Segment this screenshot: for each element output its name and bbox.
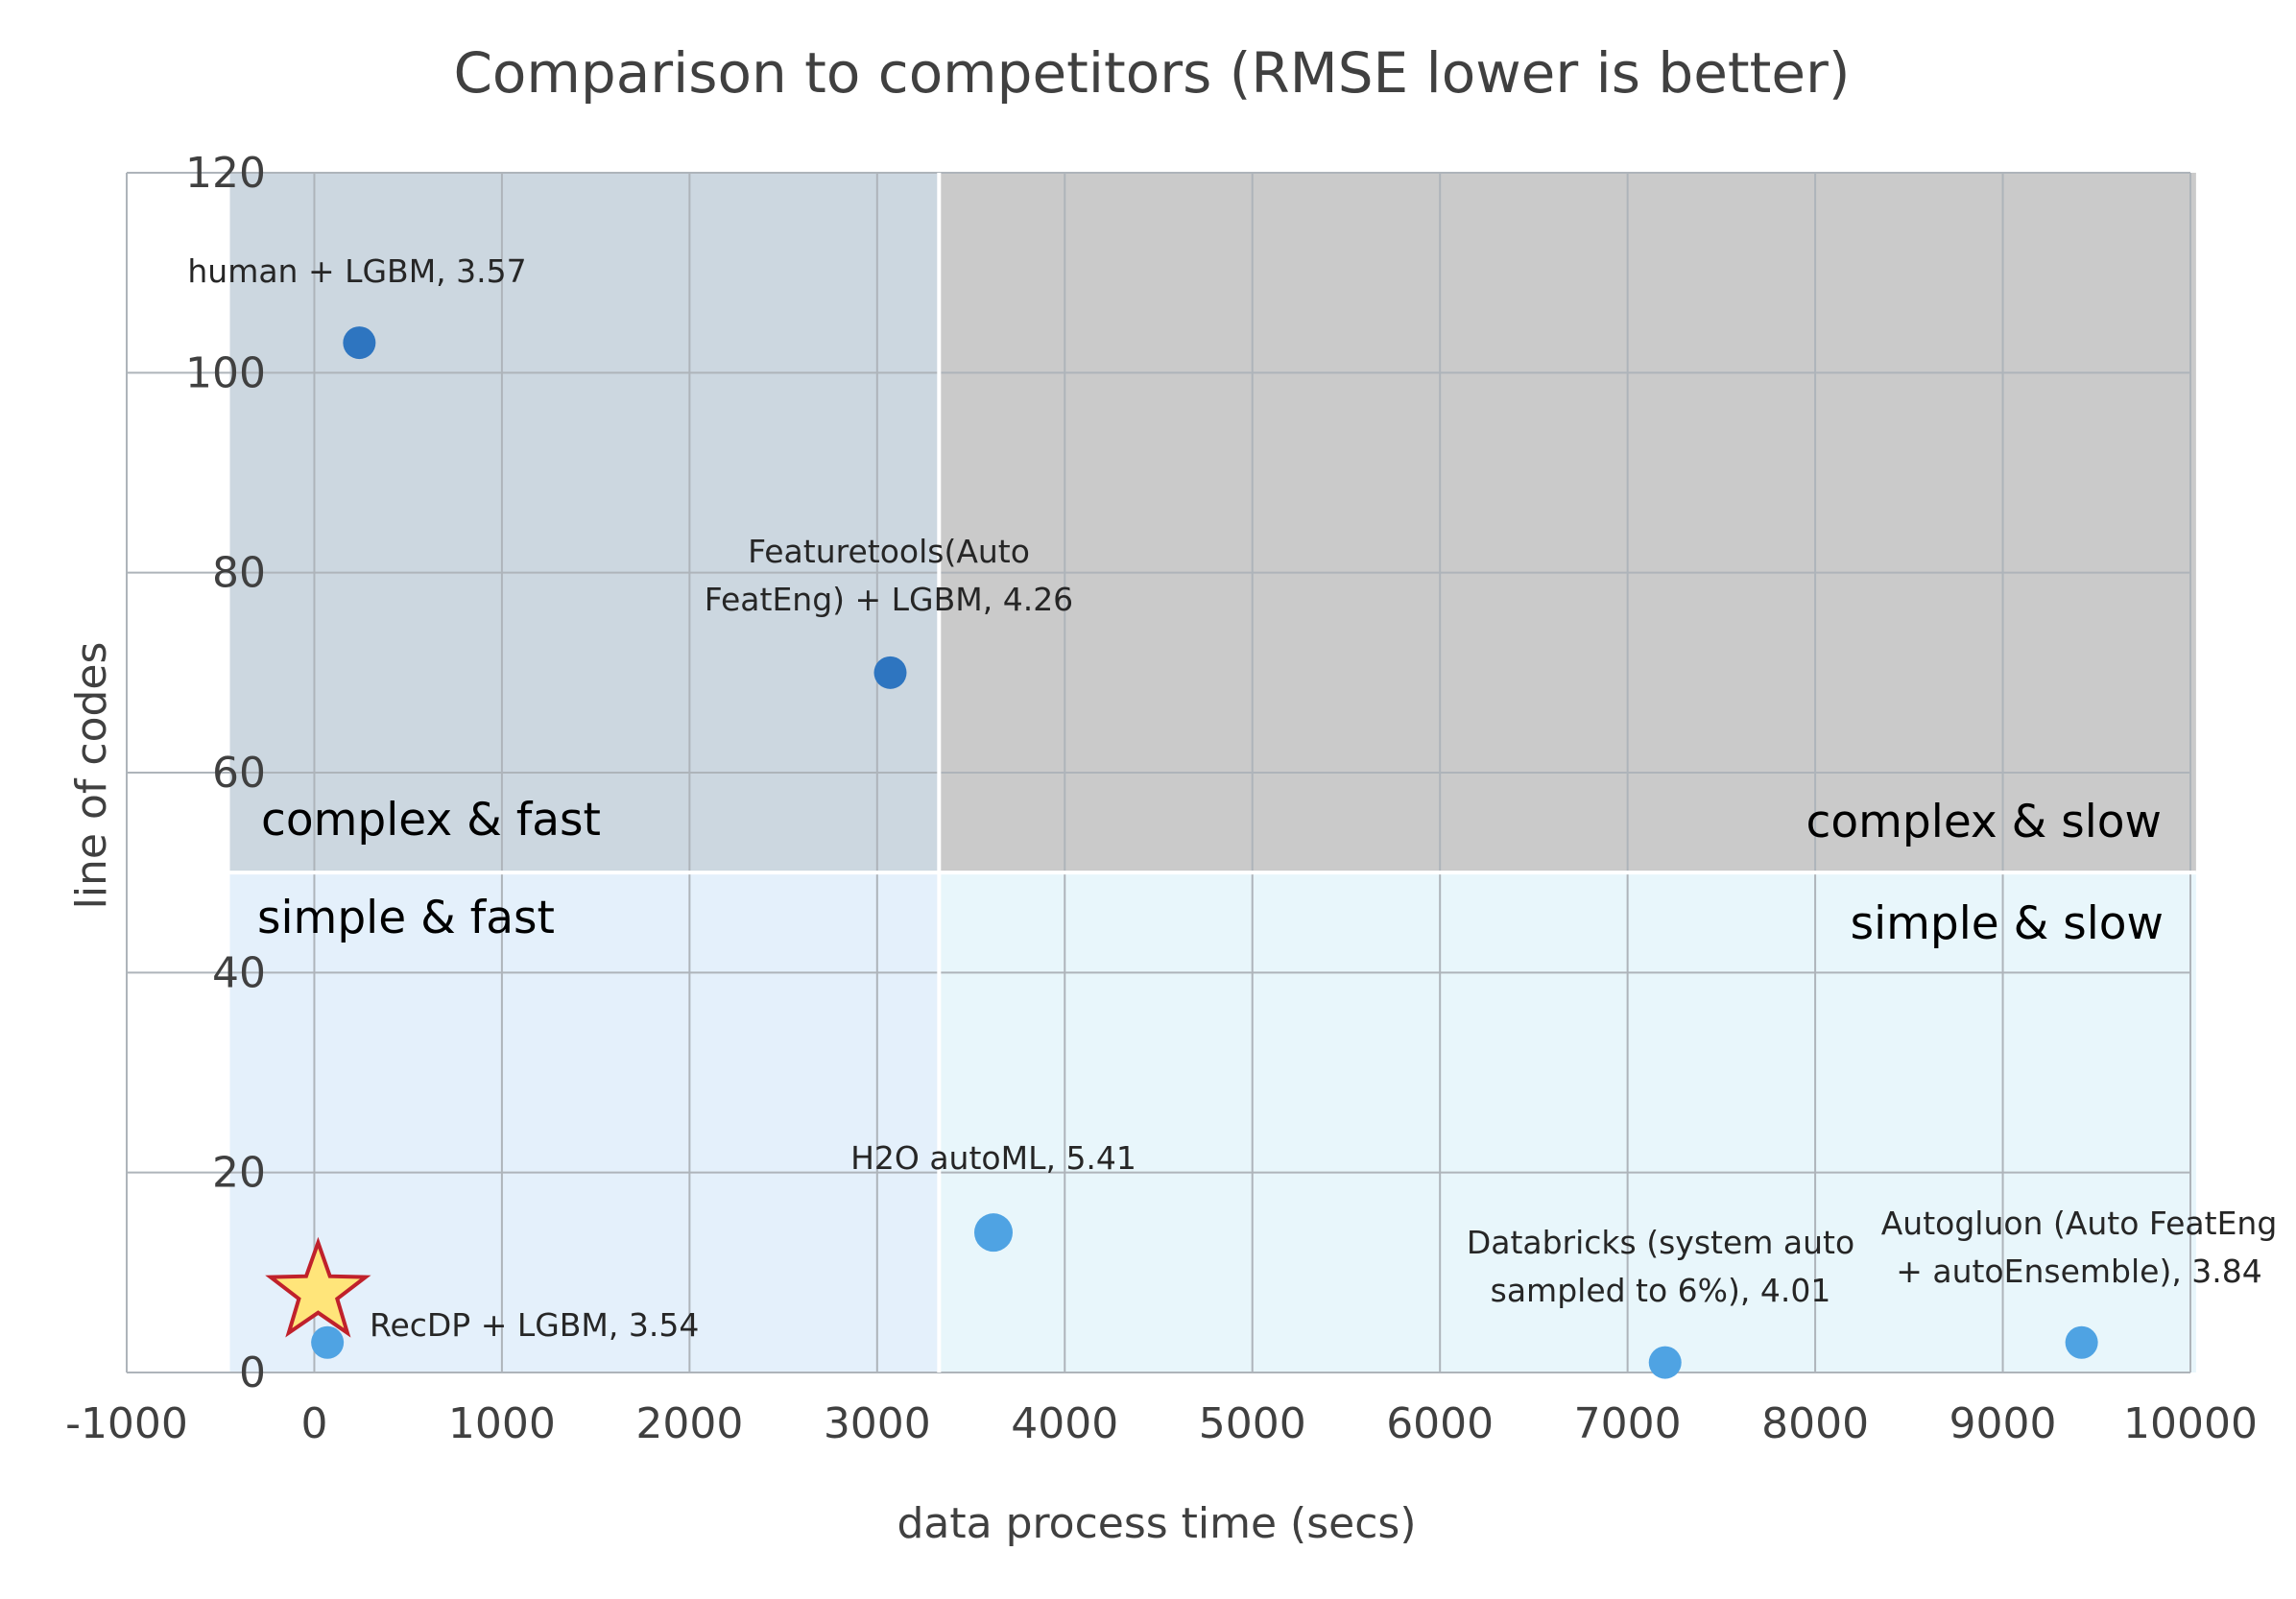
point-human-lgbm <box>343 326 376 360</box>
x-tick-label: 3000 <box>824 1399 931 1448</box>
y-tick-label: 80 <box>212 549 266 598</box>
data-label-h2o-automl: H2O autoML, 5.41 <box>850 1139 1136 1177</box>
point-databricks <box>1648 1346 1682 1379</box>
x-tick-label: 4000 <box>1011 1399 1118 1448</box>
gridlines <box>126 172 2196 1373</box>
x-tick-label: 8000 <box>1761 1399 1869 1448</box>
y-tick-label: 20 <box>212 1149 266 1198</box>
data-label-human-lgbm: human + LGBM, 3.57 <box>187 252 526 290</box>
point-autogluon <box>2065 1325 2098 1359</box>
quadrant-label-simple-slow: simple & slow <box>1851 897 2164 950</box>
quadrant-simple-slow <box>939 872 2196 1372</box>
x-tick-label: 1000 <box>448 1399 556 1448</box>
data-label-line: human + LGBM, 3.57 <box>187 252 526 290</box>
x-tick-label: 6000 <box>1386 1399 1494 1448</box>
chart-title: Comparison to competitors (RMSE lower is… <box>453 40 1850 106</box>
x-tick-label: 0 <box>300 1399 327 1448</box>
quadrant-backgrounds <box>229 173 2196 1372</box>
data-label-line: FeatEng) + LGBM, 4.26 <box>705 581 1073 618</box>
y-tick-label: 120 <box>185 149 266 198</box>
data-label-databricks: Databricks (system auto sampled to 6%), 4… <box>1467 1224 1854 1309</box>
x-tick-label: 5000 <box>1199 1399 1306 1448</box>
y-axis-label: line of codes <box>67 642 116 910</box>
x-tick-label: -1000 <box>65 1399 188 1448</box>
data-points <box>265 326 2098 1379</box>
y-tick-label: 60 <box>212 749 266 798</box>
y-tick-label: 0 <box>239 1348 266 1397</box>
point-h2o-automl <box>974 1213 1013 1253</box>
data-label-line: RecDP + LGBM, 3.54 <box>370 1306 699 1344</box>
point-featuretools-lgbm <box>873 656 907 689</box>
x-tick-label: 9000 <box>1949 1399 2057 1448</box>
quadrant-labels: complex & fast complex & slow simple & fas… <box>257 794 2164 950</box>
data-label-featuretools-lgbm: Featuretools(Auto FeatEng) + LGBM, 4.26 <box>705 533 1073 618</box>
point-recdp-lgbm <box>311 1325 345 1359</box>
x-tick-label: 2000 <box>635 1399 743 1448</box>
data-label-recdp-lgbm: RecDP + LGBM, 3.54 <box>370 1306 699 1344</box>
quadrant-label-simple-fast: simple & fast <box>257 892 555 944</box>
quadrant-complex-slow <box>939 173 2196 873</box>
x-axis-label: data process time (secs) <box>897 1499 1417 1548</box>
data-label-line: Databricks (system auto <box>1467 1224 1854 1261</box>
data-labels: human + LGBM, 3.57 Featuretools(Auto FeatE… <box>187 252 2277 1344</box>
data-label-line: + autoEnsemble), 3.84 <box>1896 1253 2262 1290</box>
x-tick-label: 7000 <box>1574 1399 1682 1448</box>
data-label-line: Featuretools(Auto <box>748 533 1030 570</box>
tick-labels: -1000 0 1000 2000 3000 4000 5000 6000 7000 8000 90… <box>65 149 2258 1448</box>
highlight-star-icon <box>265 1236 371 1338</box>
y-tick-label: 100 <box>185 348 266 397</box>
quadrant-complex-fast <box>229 173 940 873</box>
x-tick-label: 10000 <box>2123 1399 2258 1448</box>
data-label-line: H2O autoML, 5.41 <box>850 1139 1136 1177</box>
data-label-line: Autogluon (Auto FeatEng <box>1881 1205 2278 1242</box>
data-label-autogluon: Autogluon (Auto FeatEng + autoEnsemble), … <box>1881 1205 2278 1290</box>
quadrant-label-complex-fast: complex & fast <box>261 794 601 847</box>
y-tick-label: 40 <box>212 948 266 997</box>
quadrant-label-complex-slow: complex & slow <box>1806 796 2162 848</box>
data-label-line: sampled to 6%), 4.01 <box>1491 1272 1831 1309</box>
